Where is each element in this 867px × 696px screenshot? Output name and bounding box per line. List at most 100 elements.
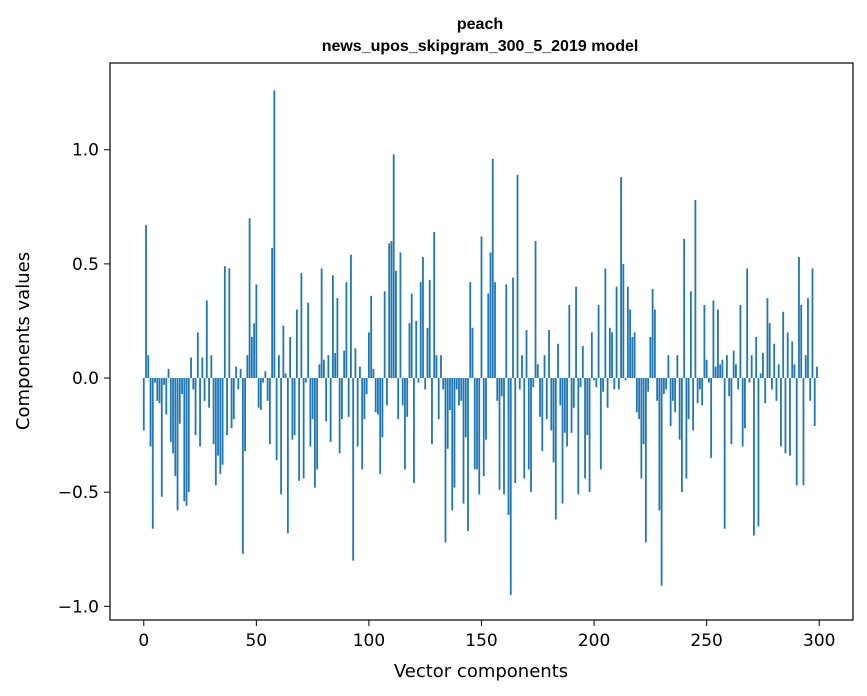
bar-87	[338, 378, 341, 454]
bar-273	[757, 378, 760, 527]
bar-47	[248, 218, 251, 379]
bar-31	[212, 378, 215, 445]
bar-291	[798, 257, 800, 379]
bar-262	[732, 350, 735, 379]
bar-110	[390, 241, 393, 379]
bar-100	[368, 332, 370, 379]
bar-173	[532, 378, 535, 388]
bar-13	[172, 378, 174, 454]
bar-256	[719, 364, 722, 379]
bar-190	[570, 378, 573, 433]
bar-50	[255, 284, 258, 379]
bar-69	[298, 378, 301, 481]
bar-89	[343, 350, 346, 379]
bar-286	[786, 332, 789, 379]
bar-242	[687, 378, 690, 420]
bar-280	[773, 343, 776, 379]
bar-203	[599, 378, 602, 470]
y-tick-label: 0.5	[72, 255, 99, 275]
bar-63	[284, 373, 287, 379]
bar-297	[811, 268, 814, 379]
bar-119	[410, 293, 413, 379]
bar-101	[370, 295, 373, 379]
bar-70	[300, 273, 303, 379]
bar-59	[275, 378, 278, 461]
bar-182	[552, 378, 555, 463]
bar-195	[581, 346, 584, 379]
bar-77	[316, 378, 319, 470]
bar-251	[708, 378, 710, 383]
bar-65	[289, 336, 292, 379]
bar-43	[239, 368, 242, 379]
bar-296	[809, 378, 812, 401]
chart-title-line2: news_upos_skipgram_300_5_2019 model	[322, 38, 639, 55]
bar-275	[762, 352, 764, 379]
bar-145	[469, 282, 472, 379]
bar-27	[203, 378, 206, 401]
bar-132	[440, 355, 442, 379]
bar-214	[624, 378, 627, 381]
bar-228	[656, 378, 659, 401]
bar-226	[651, 289, 654, 379]
bar-282	[777, 364, 780, 379]
bar-196	[584, 378, 586, 479]
bar-207	[608, 327, 611, 379]
bar-128	[431, 378, 433, 445]
bar-260	[728, 378, 731, 397]
bar-266	[741, 378, 744, 447]
x-tick-label: 250	[690, 631, 722, 651]
bar-76	[313, 378, 316, 488]
bar-72	[304, 378, 307, 383]
bar-257	[721, 359, 724, 379]
bar-62	[282, 325, 285, 379]
bar-160	[503, 378, 505, 495]
bars-group	[142, 90, 818, 595]
bar-248	[701, 378, 704, 406]
bar-124	[422, 257, 424, 379]
bar-270	[750, 355, 753, 379]
bar-74	[309, 378, 312, 447]
bar-115	[401, 378, 404, 406]
bar-285	[784, 378, 787, 454]
bar-172	[530, 378, 532, 493]
y-axis-ticks: −1.0 −0.5 0.0 0.5 1.0	[58, 141, 110, 617]
bar-171	[527, 378, 530, 470]
bar-295	[807, 298, 809, 379]
bar-236	[674, 378, 677, 413]
bar-240	[683, 238, 686, 379]
bar-41	[235, 366, 237, 379]
bar-71	[302, 378, 305, 479]
bar-284	[782, 311, 785, 379]
bar-113	[397, 378, 400, 420]
bar-16	[178, 378, 181, 424]
bar-9	[163, 378, 165, 385]
bar-30	[210, 355, 213, 379]
bar-4	[151, 378, 154, 529]
bar-209	[613, 378, 616, 390]
bar-299	[816, 366, 818, 379]
bar-123	[419, 282, 422, 379]
bar-140	[458, 378, 460, 406]
bar-163	[509, 378, 512, 595]
bar-281	[775, 378, 778, 401]
bar-120	[413, 378, 415, 484]
bar-219	[635, 378, 638, 413]
bar-39	[230, 378, 233, 429]
bar-54	[264, 371, 267, 379]
bar-117	[406, 378, 409, 417]
bar-167	[518, 378, 521, 390]
bar-3	[149, 378, 152, 447]
bar-49	[253, 323, 255, 379]
bar-81	[325, 378, 328, 422]
bar-116	[404, 378, 406, 470]
bar-272	[755, 336, 758, 379]
bar-103	[374, 378, 377, 413]
bar-264	[737, 378, 740, 390]
bar-104	[377, 378, 379, 415]
bar-169	[523, 378, 526, 479]
bar-155	[491, 158, 494, 379]
bar-239	[680, 378, 683, 493]
bar-187	[563, 378, 566, 433]
bar-185	[559, 378, 562, 406]
bar-25	[199, 378, 201, 447]
